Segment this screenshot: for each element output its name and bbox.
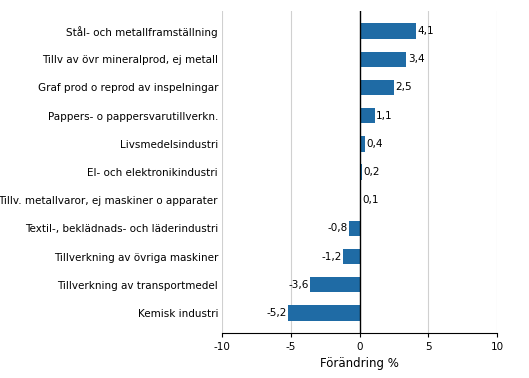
Text: -3,6: -3,6 bbox=[288, 280, 309, 290]
Bar bbox=[288, 305, 360, 321]
Text: -5,2: -5,2 bbox=[267, 308, 287, 318]
Text: 0,2: 0,2 bbox=[364, 167, 380, 177]
Text: 3,4: 3,4 bbox=[408, 54, 424, 64]
Text: 0,4: 0,4 bbox=[367, 139, 383, 149]
Text: 1,1: 1,1 bbox=[376, 111, 393, 121]
Bar bbox=[360, 164, 362, 180]
Text: 4,1: 4,1 bbox=[417, 26, 434, 36]
Bar bbox=[360, 23, 416, 39]
Bar bbox=[360, 136, 365, 152]
Text: 2,5: 2,5 bbox=[396, 82, 412, 93]
X-axis label: Förändring %: Förändring % bbox=[320, 357, 399, 370]
Text: -1,2: -1,2 bbox=[322, 251, 342, 262]
Bar bbox=[343, 249, 360, 264]
Text: -0,8: -0,8 bbox=[327, 223, 348, 233]
Bar bbox=[310, 277, 360, 293]
Bar bbox=[360, 108, 375, 123]
Bar bbox=[349, 221, 360, 236]
Text: 0,1: 0,1 bbox=[362, 195, 379, 205]
Bar bbox=[360, 51, 406, 67]
Bar bbox=[360, 192, 361, 208]
Bar bbox=[360, 80, 394, 95]
